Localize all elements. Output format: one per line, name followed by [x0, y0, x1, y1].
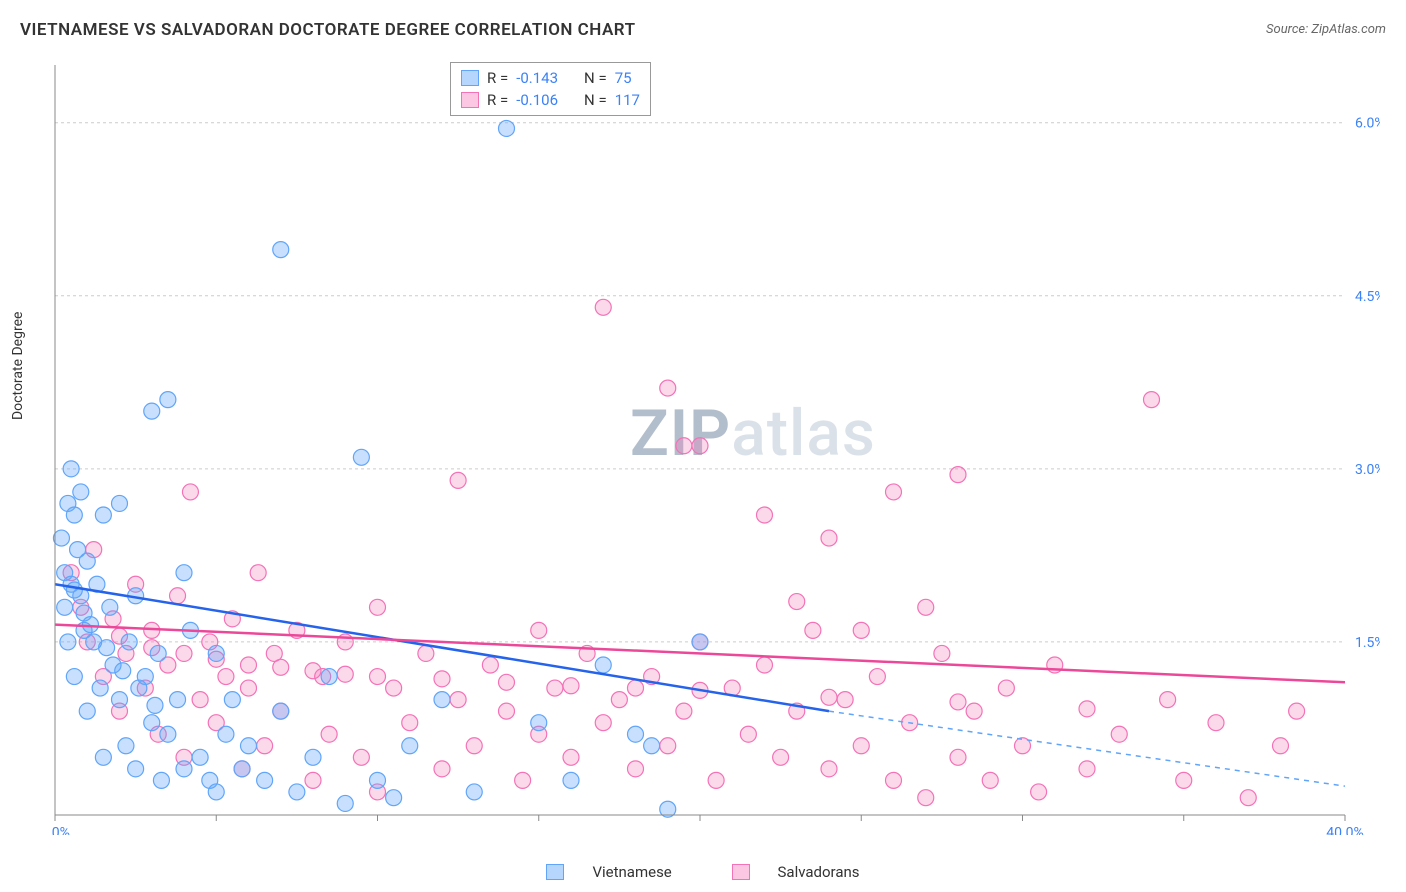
r-value: -0.143: [516, 69, 558, 87]
svg-text:3.0%: 3.0%: [1355, 462, 1380, 478]
swatch-blue-icon: [546, 864, 564, 880]
r-label: R =: [487, 69, 508, 87]
chart-area: 1.5% 3.0% 4.5% 6.0% ZIPatlas 0.0% 40.0%: [50, 55, 1380, 835]
swatch-pink-icon: [732, 864, 750, 880]
y-axis-label: Doctorate Degree: [10, 312, 26, 420]
correlation-legend: R = -0.143 N = 75 R = -0.106 N = 117: [450, 62, 651, 116]
n-value: 75: [615, 69, 632, 87]
svg-text:40.0%: 40.0%: [1326, 825, 1364, 835]
swatch-pink-icon: [461, 92, 479, 108]
r-value: -0.106: [516, 91, 558, 109]
legend-label: Salvadorans: [778, 863, 860, 881]
legend-row-salvadorans: R = -0.106 N = 117: [461, 89, 640, 111]
legend-row-vietnamese: R = -0.143 N = 75: [461, 67, 640, 89]
legend-item-salvadorans: Salvadorans: [718, 863, 874, 881]
svg-text:6.0%: 6.0%: [1355, 116, 1380, 132]
swatch-blue-icon: [461, 70, 479, 86]
n-label: N =: [584, 91, 607, 109]
legend-label: Vietnamese: [592, 863, 671, 881]
n-label: N =: [584, 69, 607, 87]
svg-text:1.5%: 1.5%: [1355, 635, 1380, 651]
source-attribution: Source: ZipAtlas.com: [1266, 22, 1386, 37]
r-label: R =: [487, 91, 508, 109]
scatter-plot-svg: 1.5% 3.0% 4.5% 6.0% ZIPatlas 0.0% 40.0%: [50, 55, 1380, 835]
svg-text:0.0%: 0.0%: [50, 825, 70, 835]
chart-title: VIETNAMESE VS SALVADORAN DOCTORATE DEGRE…: [20, 20, 636, 40]
series-legend: Vietnamese Salvadorans: [0, 863, 1406, 884]
n-value: 117: [615, 91, 640, 109]
watermark: ZIPatlas: [630, 396, 876, 471]
svg-text:4.5%: 4.5%: [1355, 289, 1380, 305]
legend-item-vietnamese: Vietnamese: [532, 863, 685, 881]
